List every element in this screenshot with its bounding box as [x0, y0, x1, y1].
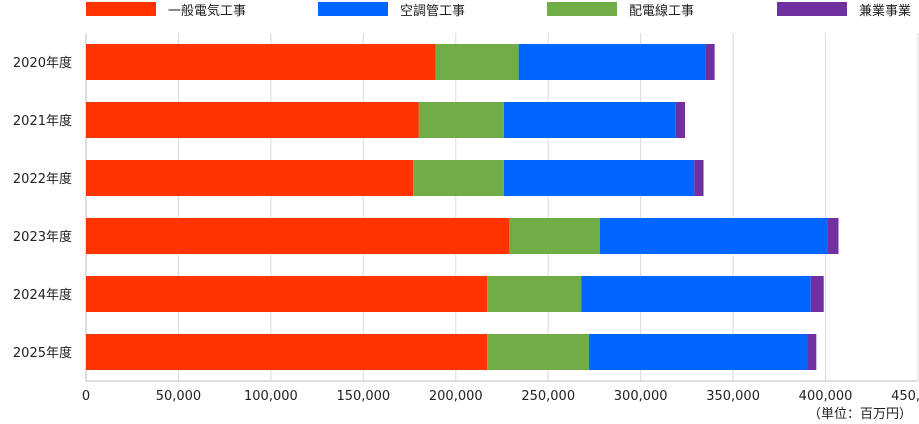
bar-segment [810, 276, 824, 312]
bar-segment [487, 276, 582, 312]
legend-swatch [318, 2, 388, 16]
x-tick-label: 450,000 [891, 389, 919, 404]
category-label: 2024年度 [13, 287, 72, 303]
x-tick-label: 400,000 [799, 389, 853, 404]
bars [86, 44, 839, 370]
legend-label: 兼業事業 [859, 3, 911, 19]
x-tick-label: 50,000 [156, 389, 202, 404]
legend-label: 一般電気工事 [168, 3, 246, 19]
bar-segment [503, 102, 676, 138]
bar-segment [418, 102, 504, 138]
x-tick-label: 100,000 [244, 389, 298, 404]
bar-segment [435, 44, 519, 80]
bar-segment [705, 44, 715, 80]
bar-segment [86, 44, 436, 80]
legend-label: 空調管工事 [400, 4, 465, 19]
category-label: 2025年度 [13, 345, 72, 361]
bar-segment [581, 276, 811, 312]
legend-label: 配電線工事 [629, 3, 694, 19]
bar-segment [86, 276, 488, 312]
bar-segment [599, 218, 828, 254]
legend: 一般電気工事 空調管工事 配電線工事 兼業事業 [86, 2, 911, 19]
category-label: 2023年度 [13, 229, 72, 245]
x-tick-label: 250,000 [521, 389, 575, 404]
category-label: 2020年度 [13, 55, 72, 71]
bar-segment [694, 160, 704, 196]
x-tick-label: 200,000 [429, 389, 483, 404]
category-label: 2021年度 [13, 113, 72, 129]
legend-swatch [547, 2, 617, 16]
bar-segment [413, 160, 504, 196]
bar-segment [86, 218, 510, 254]
x-tick-label: 150,000 [336, 389, 390, 404]
legend-swatch [86, 2, 156, 16]
bar-segment [86, 334, 488, 370]
category-labels: 2020年度 2021年度 2022年度 2023年度 2024年度 2025年度 [13, 55, 72, 361]
bar-segment [827, 218, 839, 254]
unit-note: （単位：百万円） [808, 406, 912, 422]
bar-segment [518, 44, 706, 80]
bar-segment [588, 334, 808, 370]
gridlines [85, 33, 919, 382]
bar-segment [86, 160, 414, 196]
bar-segment [503, 160, 695, 196]
bar-segment [509, 218, 600, 254]
x-tick-label: 350,000 [706, 389, 760, 404]
x-tick-label: 0 [82, 389, 90, 404]
category-label: 2022年度 [13, 171, 72, 187]
bar-segment [487, 334, 589, 370]
bar-segment [675, 102, 686, 138]
x-tick-labels: 0 50,000 100,000 150,000 200,000 250,000 300,0… [82, 389, 919, 404]
bar-segment [807, 334, 817, 370]
x-tick-label: 300,000 [614, 389, 668, 404]
legend-swatch [777, 2, 847, 16]
bar-segment [86, 102, 419, 138]
